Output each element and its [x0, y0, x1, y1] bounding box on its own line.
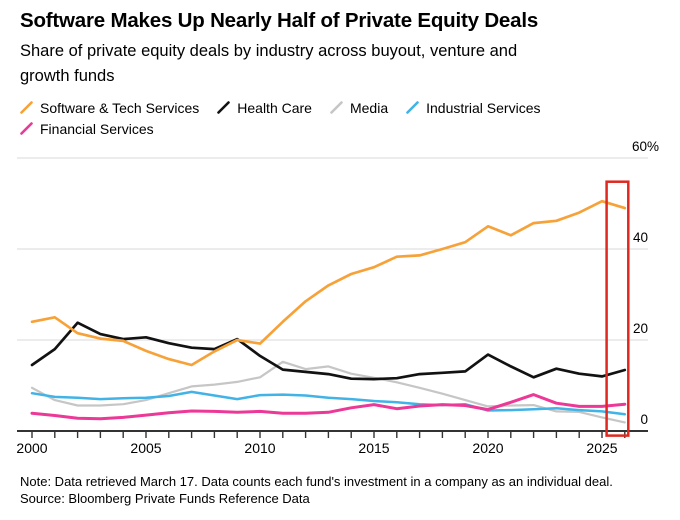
x-tick-label: 2005 [130, 440, 161, 456]
legend-marker-stroke [217, 101, 231, 114]
x-tick-label: 2025 [586, 440, 617, 456]
page-title: Software Makes Up Nearly Half of Private… [20, 9, 539, 32]
chart-subtitle: Share of private equity deals by industr… [20, 41, 518, 86]
legend-item-media: Media [330, 100, 388, 116]
chart-footnote: Note: Data retrieved March 17. Data coun… [20, 474, 613, 507]
highlight-box [605, 180, 630, 437]
source-text: Source: Bloomberg Private Funds Referenc… [20, 490, 310, 506]
series-line-health-care [30, 321, 627, 381]
x-tick-label: 2020 [472, 440, 503, 456]
legend-marker-icon [406, 101, 419, 114]
legend-label: Software & Tech Services [40, 99, 200, 116]
series-line-financial-services [30, 393, 627, 421]
legend-marker-icon [20, 122, 33, 135]
legend-marker-icon [330, 101, 343, 114]
legend-item-industrial-services: Industrial Services [406, 99, 541, 116]
series-line-industrial-services [30, 390, 627, 416]
legend-label: Media [349, 99, 389, 116]
legend-label: Health Care [237, 99, 312, 116]
legend-label: Industrial Services [426, 99, 541, 116]
legend-label: Financial Services [40, 120, 154, 137]
y-tick-label: 20 [633, 321, 648, 336]
y-tick-label: 0 [640, 412, 648, 427]
legend-marker-icon [217, 101, 231, 114]
legend-marker-stroke [20, 122, 33, 135]
y-tick-label: 60% [632, 139, 659, 154]
legend-marker-stroke [20, 101, 33, 114]
note-text: Note: Data retrieved March 17. Data coun… [20, 474, 613, 489]
legend: Software & Tech Services Health Care Media… [20, 100, 620, 137]
x-tick-label: 2010 [244, 440, 275, 456]
legend-marker-icon [20, 101, 33, 114]
x-tick-label: 2000 [16, 440, 47, 456]
series-line-media [30, 360, 626, 424]
legend-marker-stroke [330, 101, 343, 114]
series-line-software-tech-services [30, 199, 627, 367]
y-tick-label: 40 [633, 230, 648, 245]
x-tick-label: 2015 [358, 440, 389, 456]
legend-item-financial-services: Financial Services [20, 121, 154, 137]
legend-marker-stroke [406, 101, 419, 114]
legend-item-health-care: Health Care [217, 100, 312, 116]
legend-item-software-tech-services: Software & Tech Services [20, 100, 199, 116]
